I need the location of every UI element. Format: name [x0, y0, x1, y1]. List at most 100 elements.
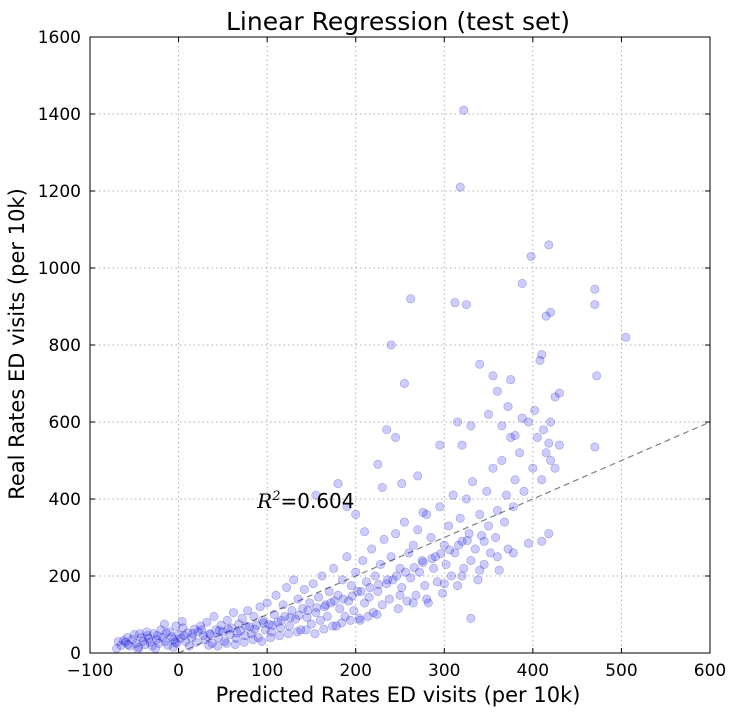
data-point: [230, 640, 240, 650]
data-point: [422, 509, 432, 519]
data-point: [282, 583, 292, 593]
data-point: [554, 440, 564, 450]
data-point: [484, 521, 494, 531]
data-point: [142, 627, 152, 637]
data-point: [439, 579, 449, 589]
data-point: [399, 517, 409, 527]
data-point: [284, 621, 294, 631]
data-point: [462, 536, 472, 546]
data-point: [248, 635, 258, 645]
data-point: [258, 615, 268, 625]
data-point: [223, 624, 233, 634]
data-point: [266, 633, 276, 643]
data-point: [351, 509, 361, 519]
data-point: [138, 636, 148, 646]
data-point: [438, 588, 448, 598]
data-point: [152, 631, 162, 641]
data-point: [395, 563, 405, 573]
data-point: [374, 579, 384, 589]
data-point: [466, 556, 476, 566]
data-point: [530, 405, 540, 415]
data-point: [541, 448, 551, 458]
data-point: [621, 332, 631, 342]
data-point: [508, 502, 518, 512]
data-point: [473, 575, 483, 585]
data-point: [222, 615, 232, 625]
data-point: [402, 596, 412, 606]
data-point: [342, 502, 352, 512]
data-point: [423, 598, 433, 608]
data-point: [439, 540, 449, 550]
data-point: [344, 596, 354, 606]
data-point: [466, 421, 476, 431]
data-point: [479, 536, 489, 546]
data-point: [444, 521, 454, 531]
y-tick-label: 400: [49, 490, 81, 510]
data-point: [151, 635, 161, 645]
data-point: [205, 629, 215, 639]
data-point: [399, 378, 409, 388]
data-point: [275, 631, 285, 641]
data-point: [337, 618, 347, 628]
y-tick-label: 200: [49, 567, 81, 587]
data-point: [550, 392, 560, 402]
data-point: [377, 600, 387, 610]
data-point: [317, 571, 327, 581]
data-point: [255, 602, 265, 612]
data-point: [500, 517, 510, 527]
data-point: [154, 638, 164, 648]
data-point: [267, 620, 277, 630]
data-point: [170, 637, 180, 647]
data-point: [161, 628, 171, 638]
data-point: [382, 425, 392, 435]
x-tick-label: 200: [339, 661, 371, 681]
data-point: [328, 621, 338, 631]
data-point: [373, 459, 383, 469]
data-point: [492, 386, 502, 396]
data-point: [174, 630, 184, 640]
data-point: [450, 298, 460, 308]
data-point: [479, 559, 489, 569]
data-point: [136, 633, 146, 643]
data-point: [461, 494, 471, 504]
data-point: [273, 617, 283, 627]
data-point: [413, 471, 423, 481]
data-point: [276, 615, 286, 625]
data-point: [337, 575, 347, 585]
data-point: [293, 594, 303, 604]
data-point: [360, 598, 370, 608]
data-point: [163, 640, 173, 650]
data-point: [319, 624, 329, 634]
data-point: [262, 598, 272, 608]
y-axis-title: Real Rates ED visits (per 10k): [5, 188, 29, 500]
data-point: [289, 575, 299, 585]
scatter-points: [112, 105, 631, 654]
data-point: [191, 637, 201, 647]
data-point: [441, 559, 451, 569]
data-point: [285, 613, 295, 623]
data-point: [455, 513, 465, 523]
data-point: [494, 565, 504, 575]
data-point: [377, 482, 387, 492]
data-point: [346, 581, 356, 591]
y-tick-label: 1600: [38, 28, 81, 48]
data-point: [125, 641, 135, 651]
data-point: [257, 636, 267, 646]
data-point: [355, 615, 365, 625]
data-point: [305, 598, 315, 608]
data-point: [436, 549, 446, 559]
data-point: [237, 613, 247, 623]
data-point: [310, 629, 320, 639]
data-point: [426, 532, 436, 542]
data-point: [202, 617, 212, 627]
data-point: [408, 598, 418, 608]
data-point: [418, 507, 428, 517]
data-point: [166, 632, 176, 642]
data-point: [302, 613, 312, 623]
data-point: [550, 463, 560, 473]
data-point: [544, 529, 554, 539]
r-squared-label: R2=0.604: [256, 489, 354, 513]
data-point: [271, 590, 281, 600]
data-point: [158, 633, 168, 643]
